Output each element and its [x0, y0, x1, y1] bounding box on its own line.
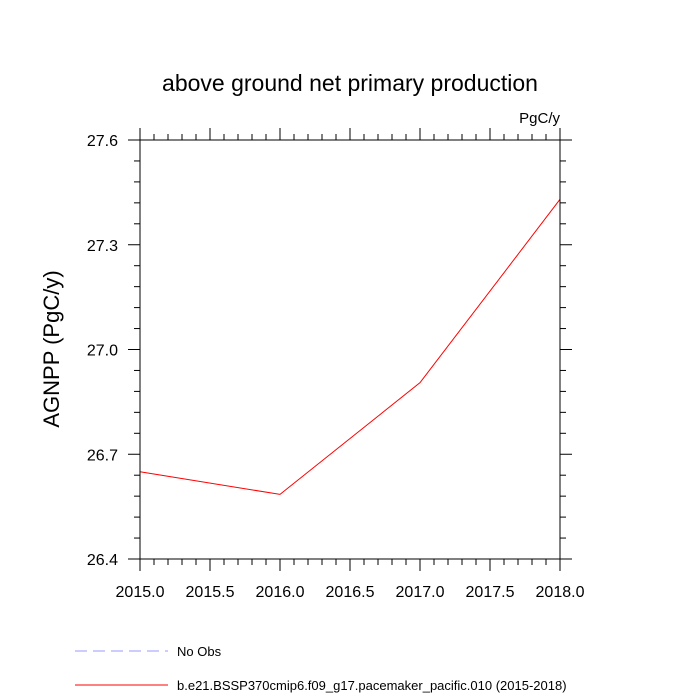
legend-label: No Obs [177, 644, 222, 659]
plot-frame [139, 139, 561, 560]
y-tick-label: 26.4 [87, 552, 118, 569]
x-tick-label: 2015.5 [186, 584, 235, 601]
x-tick-label: 2016.0 [256, 584, 305, 601]
legend-label: b.e21.BSSP370cmip6.f09_g17.pacemaker_pac… [177, 678, 567, 693]
y-axis-label: AGNPP (PgC/y) [39, 270, 64, 427]
x-tick-label: 2017.5 [466, 584, 515, 601]
units-label: PgC/y [519, 110, 560, 127]
axes: 2015.0 2015.5 2016.0 2016.5 2017.0 2017.5 2018… [87, 128, 585, 601]
y-tick-label: 27.0 [87, 343, 118, 360]
x-tick-label: 2016.5 [326, 584, 375, 601]
chart-title: above ground net primary production [162, 70, 538, 96]
x-tick-label: 2017.0 [396, 584, 445, 601]
series-line-0 [139, 199, 561, 495]
plot-area [139, 199, 561, 495]
x-tick-label: 2015.0 [116, 584, 165, 601]
y-tick-label: 26.7 [87, 447, 118, 464]
x-tick-label: 2018.0 [536, 584, 585, 601]
legend: No Obs b.e21.BSSP370cmip6.f09_g17.pacemak… [75, 644, 567, 693]
y-tick-label: 27.3 [87, 238, 118, 255]
y-tick-label: 27.6 [87, 133, 118, 150]
